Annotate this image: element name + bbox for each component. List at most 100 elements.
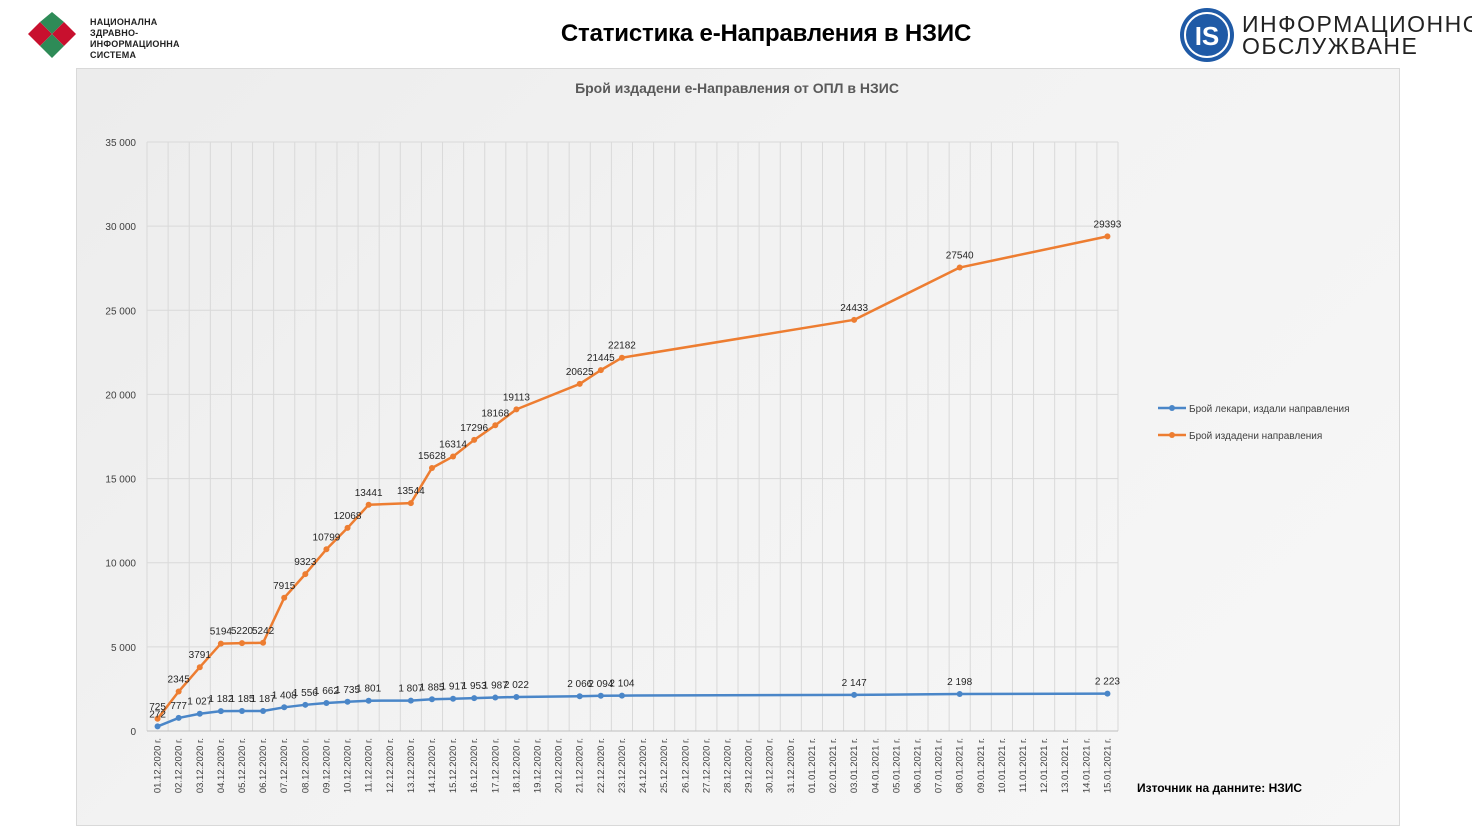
data-point xyxy=(407,500,414,507)
legend-label: Брой издадени направления xyxy=(1189,431,1322,442)
data-label: 777 xyxy=(170,701,187,712)
data-point xyxy=(471,436,478,443)
data-point xyxy=(281,594,288,601)
data-point xyxy=(238,640,245,647)
data-point xyxy=(196,710,203,717)
data-point xyxy=(618,354,625,361)
x-tick-label: 14.01.2021 г. xyxy=(1081,738,1092,793)
x-tick-label: 02.12.2020 г. xyxy=(174,738,185,793)
data-point xyxy=(513,406,520,413)
data-label: 725 xyxy=(149,702,166,713)
data-label: 21445 xyxy=(587,353,615,364)
x-tick-label: 07.12.2020 г. xyxy=(279,738,290,793)
data-point xyxy=(513,693,520,700)
x-tick-label: 19.12.2020 г. xyxy=(533,738,544,793)
legend-marker xyxy=(1169,405,1175,411)
data-label: 272 xyxy=(149,709,166,720)
data-point xyxy=(428,465,435,472)
y-tick-label: 0 xyxy=(130,727,136,738)
x-tick-label: 10.12.2020 г. xyxy=(343,738,354,793)
x-tick-label: 11.12.2020 г. xyxy=(364,738,375,792)
data-point xyxy=(281,704,288,711)
data-label: 17296 xyxy=(460,423,488,434)
data-point xyxy=(471,695,478,702)
data-label: 2 094 xyxy=(588,679,613,690)
data-point xyxy=(576,693,583,700)
is-logo-mark: IS xyxy=(1195,21,1220,51)
x-tick-label: 17.12.2020 г. xyxy=(490,738,501,793)
data-point xyxy=(260,639,267,646)
data-point xyxy=(956,691,963,698)
x-tick-label: 16.12.2020 г. xyxy=(469,738,480,793)
data-point xyxy=(450,453,457,460)
data-point xyxy=(196,664,203,671)
data-label: 2 022 xyxy=(504,680,529,691)
company-line-2: ОБСЛУЖВАНЕ xyxy=(1242,33,1419,59)
x-tick-label: 05.01.2021 г. xyxy=(891,738,902,793)
data-point xyxy=(450,695,457,702)
x-tick-label: 07.01.2021 г. xyxy=(934,738,945,793)
data-label: 27540 xyxy=(946,251,974,262)
data-label: 1 885 xyxy=(419,682,444,693)
is-logo: IS ИНФОРМАЦИОННО ОБСЛУЖВАНЕ xyxy=(1176,5,1472,65)
org-line-1: НАЦИОНАЛНА xyxy=(90,17,158,27)
x-tick-label: 14.12.2020 г. xyxy=(427,738,438,793)
data-label: 1 987 xyxy=(483,681,508,692)
x-tick-label: 25.12.2020 г. xyxy=(659,738,670,793)
x-tick-label: 06.12.2020 г. xyxy=(258,738,269,793)
data-point xyxy=(428,696,435,703)
y-tick-label: 15 000 xyxy=(105,475,136,486)
data-point xyxy=(323,700,330,707)
x-tick-label: 26.12.2020 г. xyxy=(680,738,691,793)
data-label: 1 807 xyxy=(398,684,423,695)
x-tick-label: 28.12.2020 г. xyxy=(722,738,733,793)
data-label: 1 185 xyxy=(229,694,254,705)
x-tick-label: 05.12.2020 г. xyxy=(237,738,248,793)
x-tick-label: 04.01.2021 г. xyxy=(870,738,881,793)
data-label: 13544 xyxy=(397,486,425,497)
data-label: 1 556 xyxy=(293,688,318,699)
x-tick-label: 12.12.2020 г. xyxy=(385,738,396,793)
page-title: Статистика е-Направления в НЗИС xyxy=(560,20,972,47)
data-point xyxy=(1104,690,1111,697)
x-tick-label: 31.12.2020 г. xyxy=(786,738,797,793)
data-point xyxy=(365,697,372,704)
x-tick-label: 08.01.2021 г. xyxy=(955,738,966,793)
y-tick-label: 10 000 xyxy=(105,559,136,570)
data-label: 9323 xyxy=(294,557,317,568)
data-label: 18168 xyxy=(481,408,509,419)
data-label: 15628 xyxy=(418,451,446,462)
data-label: 5242 xyxy=(252,626,275,637)
x-tick-label: 21.12.2020 г. xyxy=(575,738,586,793)
data-label: 1 917 xyxy=(441,682,466,693)
data-label: 1 953 xyxy=(462,681,487,692)
data-point xyxy=(956,264,963,271)
y-tick-label: 25 000 xyxy=(105,306,136,317)
x-tick-label: 15.12.2020 г. xyxy=(448,738,459,793)
data-label: 7915 xyxy=(273,581,296,592)
data-point xyxy=(260,708,267,715)
data-label: 1 408 xyxy=(272,690,297,701)
data-source: Източник на данните: НЗИС xyxy=(1137,781,1303,795)
data-label: 19113 xyxy=(503,392,531,403)
x-tick-label: 04.12.2020 г. xyxy=(216,738,227,793)
data-point xyxy=(217,640,224,647)
data-label: 1 662 xyxy=(314,686,339,697)
data-point xyxy=(851,691,858,698)
data-label: 1 801 xyxy=(356,684,381,695)
data-label: 22182 xyxy=(608,341,636,352)
data-label: 5194 xyxy=(210,627,233,638)
nzis-logo: НАЦИОНАЛНА ЗДРАВНО-ИНФОРМАЦИОННА СИСТЕМА xyxy=(24,12,224,62)
data-point xyxy=(154,723,161,730)
data-label: 29393 xyxy=(1094,219,1122,230)
data-label: 1 027 xyxy=(187,697,212,708)
data-point xyxy=(597,692,604,699)
nzis-logo-icon xyxy=(28,12,76,58)
x-tick-label: 29.12.2020 г. xyxy=(744,738,755,793)
data-point xyxy=(302,571,309,578)
data-point xyxy=(175,714,182,721)
nzis-org-name: НАЦИОНАЛНА ЗДРАВНО-ИНФОРМАЦИОННА СИСТЕМА xyxy=(90,17,224,61)
x-tick-label: 12.01.2021 г. xyxy=(1039,738,1050,793)
data-label: 5220 xyxy=(231,626,254,637)
x-tick-label: 24.12.2020 г. xyxy=(638,738,649,793)
